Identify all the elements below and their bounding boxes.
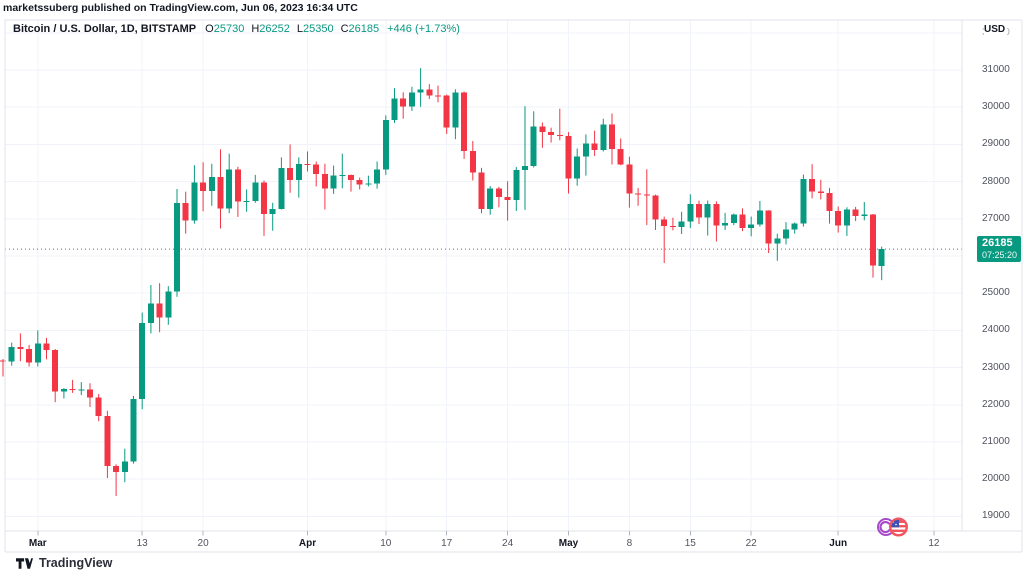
y-axis-tick: 27000 bbox=[982, 212, 1010, 224]
x-axis-tick: Mar bbox=[28, 538, 47, 549]
symbol-legend: Bitcoin / U.S. Dollar, 1D, BITSTAMP O2573… bbox=[13, 23, 460, 35]
x-axis-tick: 17 bbox=[441, 538, 453, 549]
y-axis-tick: 19000 bbox=[982, 510, 1010, 522]
ohlc-low: L25350 bbox=[296, 23, 334, 35]
symbol-title[interactable]: Bitcoin / U.S. Dollar, 1D, BITSTAMP bbox=[13, 23, 197, 35]
y-axis-tick: 31000 bbox=[982, 64, 1010, 75]
ohlc-open: O25730 bbox=[205, 23, 245, 35]
x-axis-tick: 10 bbox=[380, 538, 392, 549]
tradingview-attribution[interactable]: TradingView bbox=[16, 556, 112, 570]
x-axis-tick: Apr bbox=[298, 538, 317, 549]
last-price-badge: 26185 07:25:20 bbox=[977, 236, 1021, 262]
ohlc-close: C26185 bbox=[340, 23, 380, 35]
tradingview-logo-text: TradingView bbox=[39, 556, 113, 570]
x-axis-tick: 24 bbox=[502, 538, 514, 549]
y-axis-tick: 25000 bbox=[982, 287, 1010, 299]
x-axis-tick: Jun bbox=[829, 538, 848, 549]
y-axis-tick: 22000 bbox=[982, 398, 1010, 410]
change-value: +446 (+1.73%) bbox=[387, 23, 460, 35]
x-axis-tick: 15 bbox=[684, 538, 696, 549]
y-axis-tick: 23000 bbox=[982, 361, 1010, 373]
tradingview-logo-icon bbox=[16, 557, 33, 569]
ohlc-high: H26252 bbox=[251, 23, 290, 35]
currency-label[interactable]: USD bbox=[984, 24, 1008, 36]
y-axis-tick: 29000 bbox=[982, 138, 1010, 150]
y-axis-tick: 24000 bbox=[982, 324, 1010, 336]
y-axis-tick: 20000 bbox=[982, 473, 1010, 485]
x-axis-tick: May bbox=[558, 538, 579, 549]
x-axis-tick: 12 bbox=[928, 538, 940, 549]
y-axis-tick: 21000 bbox=[982, 436, 1010, 447]
emoji-sticker[interactable] bbox=[876, 514, 910, 545]
y-axis-tick: 28000 bbox=[982, 175, 1010, 187]
x-axis-tick: 13 bbox=[136, 538, 148, 549]
bar-countdown: 07:25:20 bbox=[982, 250, 1018, 260]
snapshot-attribution: marketssuberg published on TradingView.c… bbox=[3, 2, 358, 14]
x-axis-tick: 20 bbox=[197, 538, 209, 549]
flag-emoji-icon bbox=[888, 517, 909, 537]
last-price: 26185 bbox=[982, 237, 1013, 249]
y-axis-tick: 30000 bbox=[982, 101, 1010, 113]
x-axis-tick: 22 bbox=[745, 538, 757, 549]
x-axis-tick: 8 bbox=[626, 538, 633, 549]
